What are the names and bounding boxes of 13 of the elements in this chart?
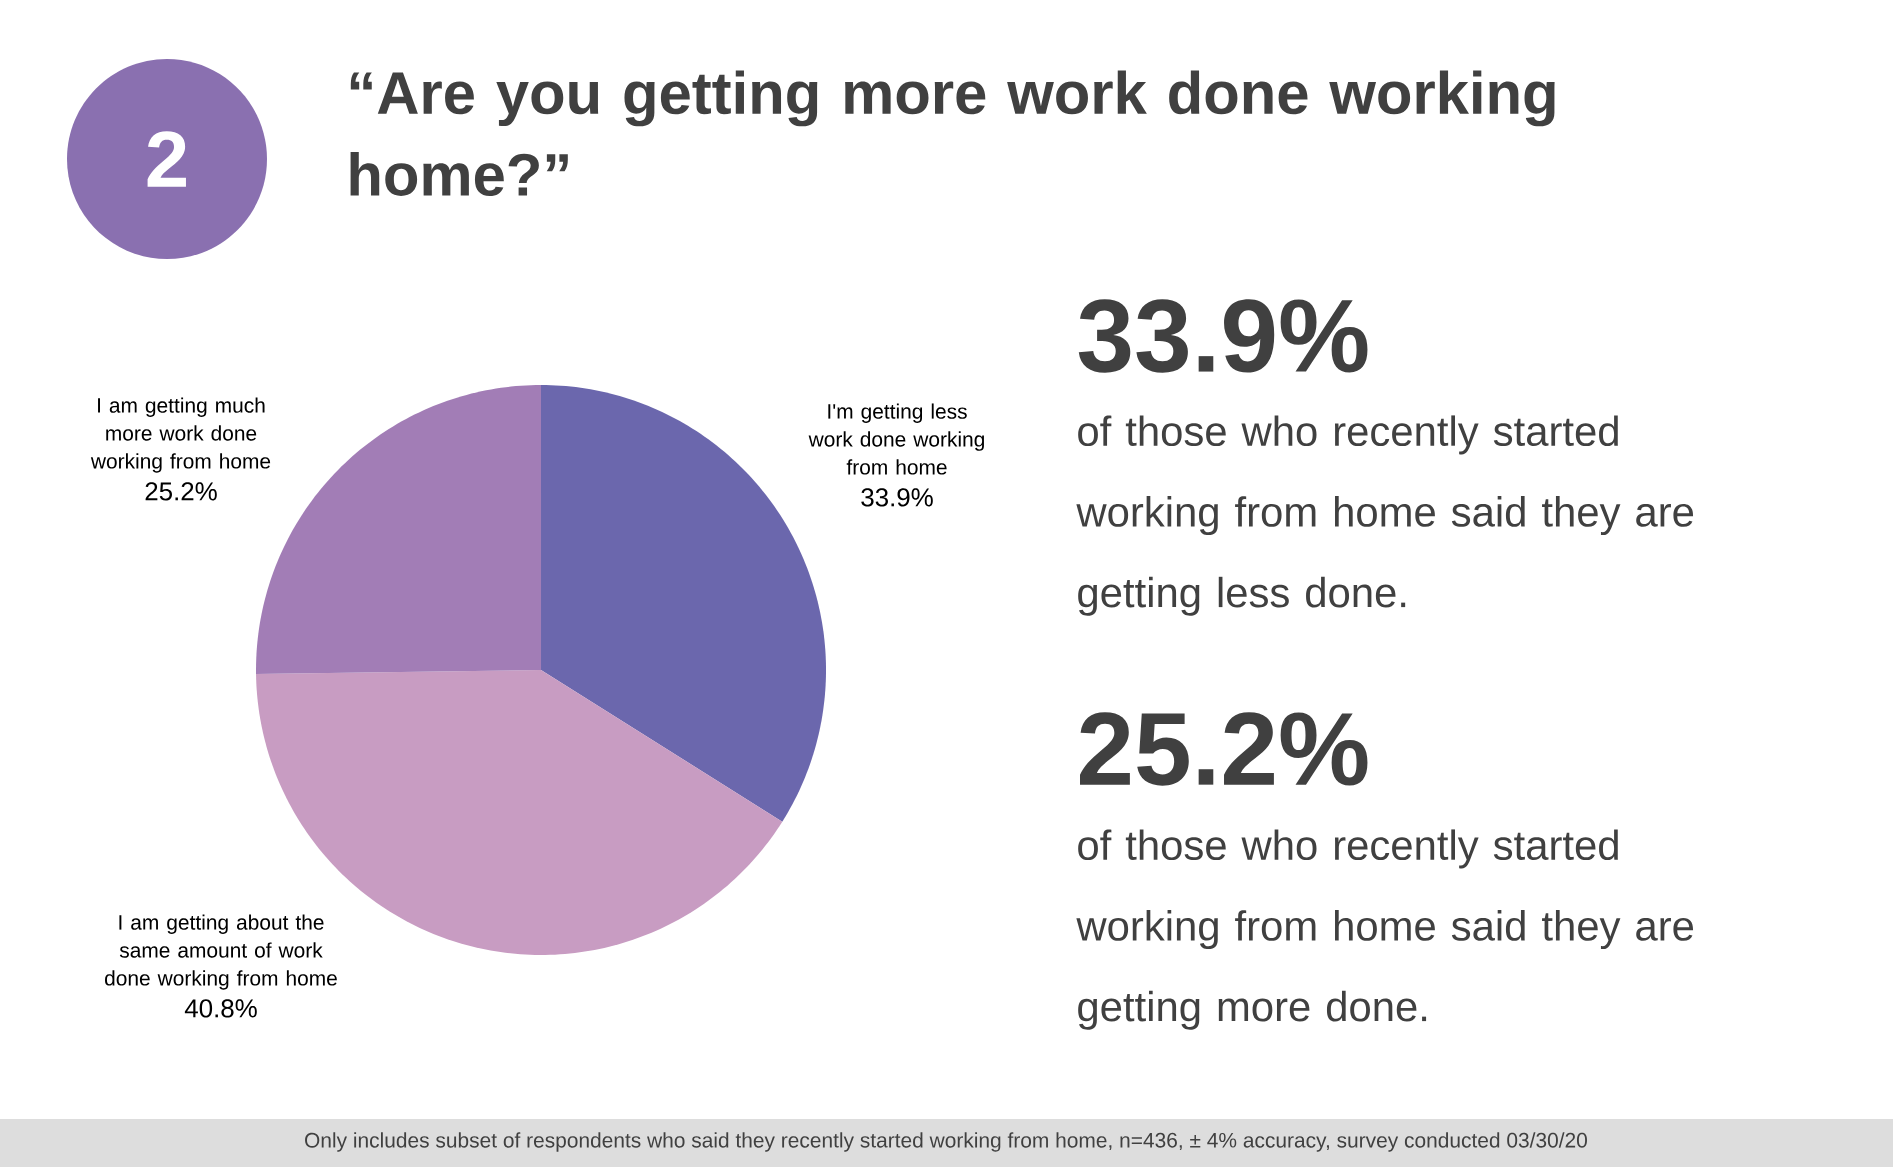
text: 25.2% (1080, 712, 1368, 786)
text: 33.9% (1078, 299, 1368, 373)
slice-label: I am getting much more work done working from home (90, 397, 271, 473)
chart-title: “Are you getting more work done working home?” (350, 70, 1555, 196)
slice-label: I'm getting less work done working from home (808, 403, 984, 475)
data-label: 33.9% (861, 488, 933, 507)
data-label: 25.2% (145, 482, 217, 501)
text: of those who recently started working from home said they are getting less done. (1076, 415, 1694, 616)
text: Only includes subset of respondents who said they recently started working from home, n=436, ± 4% accuracy, survey conducted 03/30/20 (305, 1132, 1587, 1152)
text: of those who recently started working from home said they are getting more done. (1076, 829, 1694, 1030)
text: 2 (147, 131, 186, 187)
slice-label: I am getting about the same amount of work done working from home (105, 914, 337, 990)
data-label: 40.8% (184, 999, 257, 1018)
